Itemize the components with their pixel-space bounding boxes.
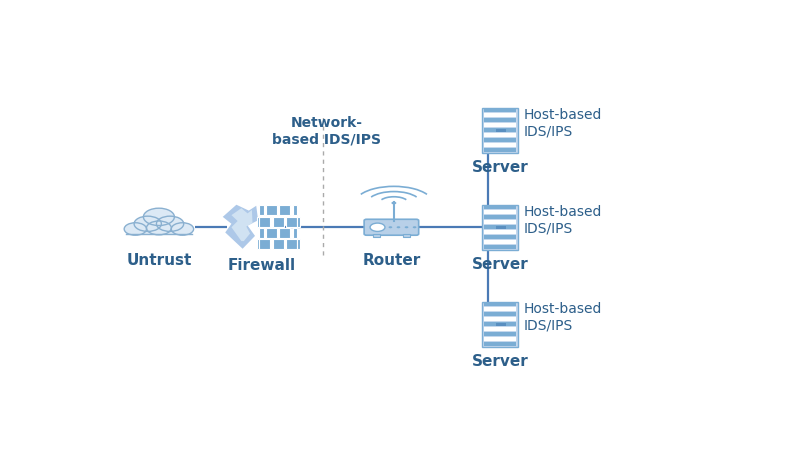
FancyBboxPatch shape: [484, 322, 516, 326]
FancyBboxPatch shape: [484, 113, 516, 117]
FancyBboxPatch shape: [484, 235, 516, 239]
Text: Untrust: Untrust: [126, 253, 191, 268]
FancyBboxPatch shape: [286, 239, 297, 249]
FancyBboxPatch shape: [484, 342, 516, 346]
Text: Host-based
IDS/IPS: Host-based IDS/IPS: [523, 205, 602, 235]
Circle shape: [143, 208, 174, 225]
FancyBboxPatch shape: [484, 128, 516, 132]
Text: Host-based
IDS/IPS: Host-based IDS/IPS: [523, 108, 602, 139]
FancyBboxPatch shape: [496, 323, 506, 326]
Circle shape: [413, 226, 417, 228]
FancyBboxPatch shape: [484, 205, 516, 209]
FancyBboxPatch shape: [484, 220, 516, 225]
FancyBboxPatch shape: [297, 239, 300, 249]
Text: Server: Server: [471, 354, 528, 369]
FancyBboxPatch shape: [484, 317, 516, 321]
FancyBboxPatch shape: [364, 219, 418, 235]
Circle shape: [389, 226, 392, 228]
FancyBboxPatch shape: [266, 205, 277, 215]
FancyBboxPatch shape: [484, 338, 516, 342]
Circle shape: [405, 226, 408, 228]
FancyBboxPatch shape: [273, 239, 284, 249]
Circle shape: [171, 223, 194, 235]
FancyBboxPatch shape: [273, 217, 284, 226]
FancyBboxPatch shape: [484, 215, 516, 219]
FancyBboxPatch shape: [484, 332, 516, 337]
FancyBboxPatch shape: [293, 205, 297, 215]
FancyBboxPatch shape: [484, 245, 516, 249]
FancyBboxPatch shape: [279, 205, 290, 215]
FancyBboxPatch shape: [257, 217, 259, 226]
Circle shape: [370, 223, 385, 231]
Circle shape: [124, 223, 146, 235]
FancyBboxPatch shape: [257, 239, 259, 249]
Polygon shape: [222, 205, 258, 249]
FancyBboxPatch shape: [484, 123, 516, 127]
Circle shape: [391, 202, 396, 204]
FancyBboxPatch shape: [484, 138, 516, 142]
FancyBboxPatch shape: [259, 228, 263, 238]
FancyBboxPatch shape: [297, 217, 300, 226]
FancyBboxPatch shape: [484, 302, 516, 306]
FancyBboxPatch shape: [266, 228, 277, 238]
Circle shape: [157, 216, 184, 231]
FancyBboxPatch shape: [293, 228, 297, 238]
Text: Router: Router: [362, 253, 421, 268]
Bar: [126, 225, 192, 234]
Text: Server: Server: [471, 256, 528, 272]
FancyBboxPatch shape: [484, 143, 516, 147]
FancyBboxPatch shape: [259, 205, 263, 215]
FancyBboxPatch shape: [259, 239, 270, 249]
Text: Firewall: Firewall: [227, 258, 295, 274]
Text: Host-based
IDS/IPS: Host-based IDS/IPS: [523, 302, 602, 333]
Text: Server: Server: [471, 160, 528, 175]
FancyBboxPatch shape: [484, 148, 516, 153]
FancyBboxPatch shape: [484, 118, 516, 122]
FancyBboxPatch shape: [496, 129, 506, 132]
FancyBboxPatch shape: [279, 228, 290, 238]
FancyBboxPatch shape: [484, 327, 516, 331]
FancyBboxPatch shape: [484, 230, 516, 234]
Text: Network-
based IDS/IPS: Network- based IDS/IPS: [272, 117, 381, 147]
FancyBboxPatch shape: [373, 234, 380, 237]
FancyBboxPatch shape: [484, 240, 516, 244]
FancyBboxPatch shape: [482, 205, 518, 250]
FancyBboxPatch shape: [484, 312, 516, 316]
FancyBboxPatch shape: [484, 225, 516, 230]
Circle shape: [134, 216, 162, 231]
Circle shape: [146, 221, 171, 235]
FancyBboxPatch shape: [496, 226, 506, 229]
Circle shape: [397, 226, 400, 228]
FancyBboxPatch shape: [286, 217, 297, 226]
FancyBboxPatch shape: [402, 234, 410, 237]
FancyBboxPatch shape: [482, 302, 518, 347]
FancyBboxPatch shape: [484, 108, 516, 112]
FancyBboxPatch shape: [484, 307, 516, 311]
Polygon shape: [231, 208, 253, 241]
FancyBboxPatch shape: [259, 217, 270, 226]
FancyBboxPatch shape: [482, 108, 518, 153]
FancyBboxPatch shape: [484, 133, 516, 137]
FancyBboxPatch shape: [484, 210, 516, 214]
